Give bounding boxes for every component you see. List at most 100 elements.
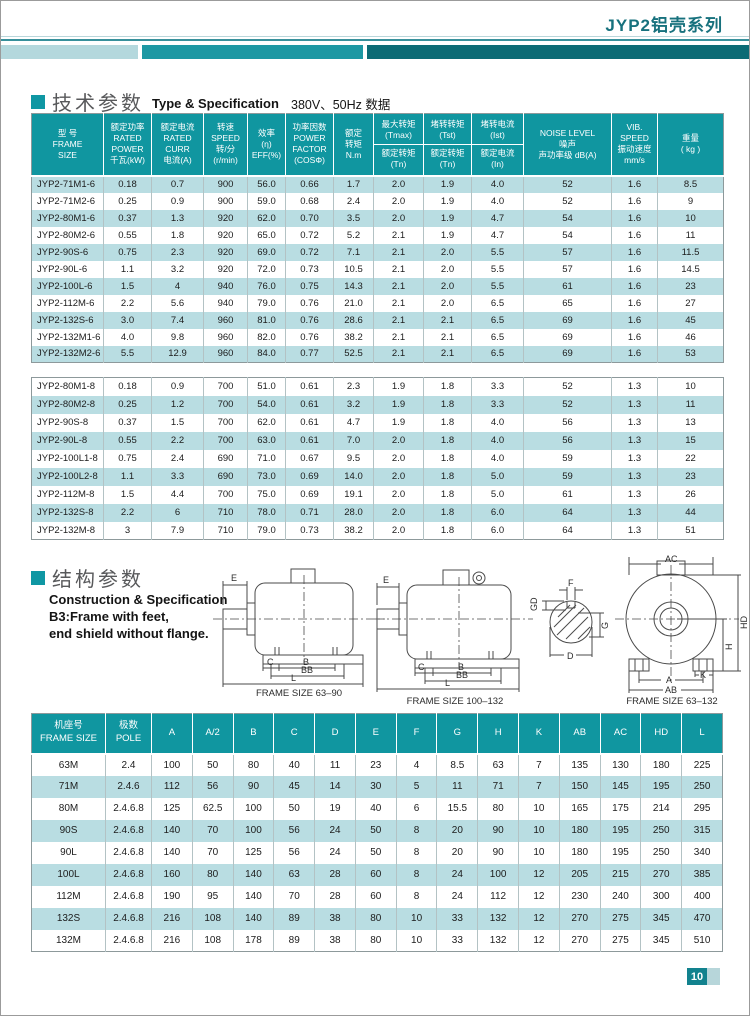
header-bar-light: [1, 45, 138, 59]
table-cell: JYP2-71M2-6: [37, 195, 96, 207]
table-cell: 20: [436, 841, 478, 864]
table-cell: 1.8: [423, 503, 472, 522]
table-cell: 4.0: [471, 449, 524, 468]
col-header-speed: 转速 SPEED 转/分 (r/min): [203, 113, 248, 177]
table-cell: 1.6: [611, 328, 658, 346]
table-cell: 215: [599, 863, 641, 886]
table-cell: 1.6: [611, 260, 658, 278]
table-cell: 10: [518, 841, 560, 864]
table-cell: 150: [558, 775, 601, 798]
table-cell: 100L: [57, 869, 80, 880]
table-cell: 2.4: [333, 192, 374, 210]
table-row: 112M 2.4.6.8 190 95 140 70 28 60 8 24 112 12 230 240 3…: [32, 885, 723, 908]
table-cell: 56: [523, 431, 612, 450]
spec-title-cn: 技术参数: [52, 93, 144, 115]
table-cell: 5: [395, 775, 437, 798]
table-cell: 24: [436, 885, 478, 908]
table-cell: 214: [640, 797, 682, 820]
table-cell: 33: [436, 929, 478, 952]
dim-label-k: K: [700, 670, 706, 680]
table-cell: 920: [203, 209, 248, 227]
table-cell: 44: [657, 503, 724, 522]
table-cell: 112: [477, 885, 519, 908]
table-cell: 690: [203, 449, 248, 468]
spec-table-6pole-body: JYP2-71M1-6 0.18 0.7 900 56.0 0.66 1.7 2.0 1.9 4.…: [31, 175, 724, 363]
table-cell: 0.18: [103, 175, 152, 193]
table-cell: 20: [436, 819, 478, 842]
table-cell: 920: [203, 243, 248, 261]
table-cell: 0.75: [103, 243, 152, 261]
shaft-cross-section-diagram: F GD G D: [529, 578, 610, 661]
table-cell: 3.3: [151, 467, 204, 486]
table-cell: JYP2-90L-6: [37, 263, 88, 275]
table-cell: 24: [436, 863, 478, 886]
table-cell: 3.3: [471, 377, 524, 396]
table-cell: 1.8: [423, 467, 472, 486]
table-cell: 80: [477, 797, 519, 820]
table-cell: 270: [558, 907, 601, 930]
table-cell: 2.1: [423, 311, 472, 329]
table-cell: 3.2: [151, 260, 204, 278]
table-cell: 14.5: [657, 260, 724, 278]
table-cell: JYP2-80M1-8: [37, 381, 96, 393]
table-cell: 132: [477, 929, 519, 952]
table-row: JYP2-100L2-8 1.1 3.3 690 73.0 0.69 14.0 2.0 1.8 5…: [31, 467, 724, 486]
table-cell: 1.8: [423, 521, 472, 540]
table-cell: 4.0: [471, 175, 524, 193]
table-cell: 140: [232, 885, 274, 908]
table-cell: 50: [354, 819, 397, 842]
table-cell: JYP2-100L2-8: [37, 471, 98, 482]
table-cell: 71: [477, 775, 519, 798]
table-cell: 1.3: [611, 521, 658, 540]
table-cell: 1.9: [423, 209, 472, 227]
table-cell: 2.1: [373, 328, 424, 346]
table-cell: 2.4.6.8: [105, 863, 152, 886]
col-header-ist-ratio: 堵转电流 (Ist) 额定电流 (In): [471, 113, 524, 177]
table-cell: 0.61: [285, 431, 334, 450]
table-cell: 7: [518, 753, 560, 776]
table-cell: 10.5: [333, 260, 374, 278]
dim-label-b: B: [303, 657, 309, 667]
dim-label-gd: GD: [529, 597, 539, 611]
table-cell: 65: [523, 294, 612, 312]
table-cell: 100: [232, 819, 274, 842]
table-cell: 6: [395, 797, 437, 820]
table-cell: 12: [518, 929, 560, 952]
table-cell: 125: [151, 797, 193, 820]
table-row: JYP2-112M-8 1.5 4.4 700 75.0 0.69 19.1 2.0 1.8 5.…: [32, 485, 724, 504]
table-cell: 75.0: [247, 485, 286, 504]
table-cell: 63M: [58, 759, 79, 771]
table-cell: 2.0: [373, 192, 424, 210]
table-cell: 45: [657, 311, 724, 329]
table-cell: 0.61: [285, 395, 334, 414]
table-cell: 2.0: [373, 209, 424, 227]
table-cell: 62.5: [191, 797, 234, 820]
table-cell: 64: [523, 503, 612, 522]
table-cell: 1.9: [423, 192, 472, 210]
table-row: JYP2-132M1-6 4.0 9.8 960 82.0 0.76 38.2 2.1 2.1 6…: [32, 328, 724, 346]
table-cell: 8: [395, 819, 437, 842]
dim-label-e: E: [231, 573, 237, 583]
table-row: 132M 2.4.6.8 216 108 178 89 38 80 10 33 132 12 270 27…: [32, 929, 723, 952]
table-cell: 69: [523, 328, 612, 346]
table-cell: 216: [151, 929, 193, 952]
section-bullet-icon: [31, 570, 45, 585]
col-header-l: L: [681, 713, 723, 755]
table-cell: 1.6: [611, 277, 658, 295]
table-row: JYP2-80M1-8 0.18 0.9 700 51.0 0.61 2.3 1.9 1.8 3.…: [32, 377, 724, 396]
table-cell: 1.3: [611, 485, 658, 504]
dim-label-a: A: [666, 675, 672, 685]
table-cell: 54: [523, 226, 612, 244]
table-cell: 2.4.6.8: [105, 797, 152, 820]
table-cell: 10: [395, 907, 437, 930]
table-cell: 180: [558, 819, 601, 842]
table-row: JYP2-90S-6 0.75 2.3 920 69.0 0.72 7.1 2.1 2.0 5.5…: [31, 243, 724, 261]
table-cell: 0.68: [285, 192, 334, 210]
table-cell: 2.1: [373, 294, 424, 312]
table-cell: 50: [354, 841, 397, 864]
dim-label-ac: AC: [665, 555, 678, 564]
table-cell: 0.25: [103, 395, 152, 414]
col-header-k: K: [518, 713, 560, 755]
table-cell: 80: [232, 753, 274, 776]
